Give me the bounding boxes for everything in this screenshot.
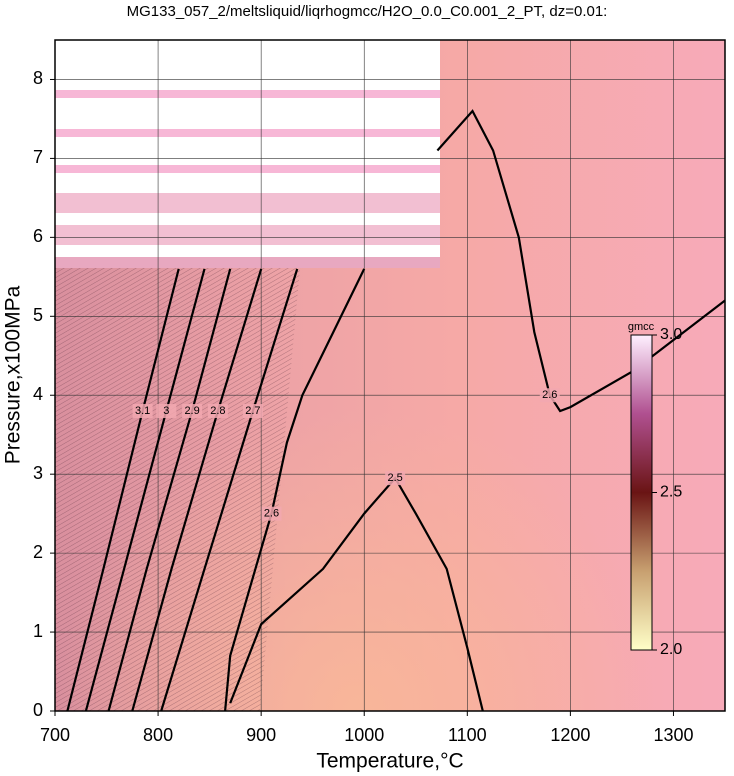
y-tick-label: 8 [33,68,43,88]
contour-label: 2.6 [542,389,557,401]
contour-label-bg [242,404,263,419]
contour-label: 2.8 [210,405,225,417]
contour-line [131,268,263,712]
colorbar-label: gmcc [628,321,655,333]
x-tick-label: 700 [40,725,70,745]
contour-label-bg [539,388,560,403]
contour-line [224,268,366,712]
plot-area: 2.6 2.6 2.5 2.7 2.8 2.9 3 3.1 [54,40,726,712]
contour-label: 3.1 [135,405,150,417]
y-axis-label: Pressure,x100MPa [2,285,25,464]
frame [54,39,726,712]
contour-label-bg [182,404,203,419]
contour-line [107,268,232,712]
y-tick-label: 3 [33,463,43,483]
contour-label: 2.6 [264,508,279,520]
contour-label: 2.7 [245,405,260,417]
x-tick-label: 900 [246,725,276,745]
x-tick-label: 1100 [448,725,487,745]
contour-line [436,109,726,413]
colorbar-tick-label: 2.0 [660,641,682,658]
x-tick-label: 1000 [344,725,384,745]
contour-label-bg [207,404,228,419]
chart-title: MG133_057_2/meltsliquid/liqrhogmcc/H2O_0… [127,3,608,20]
x-tick-label: 1300 [653,725,693,745]
colorbar-tick-label: 2.5 [660,484,682,501]
colorbar [630,334,653,651]
y-tick-label: 2 [33,542,43,562]
y-tick-label: 7 [33,147,43,167]
contour-label-bg [261,506,282,521]
x-axis-label: Temperature,°C [316,750,463,773]
contour-label-bg [156,404,177,419]
contour-label: 2.5 [388,472,403,484]
blank-region [55,40,440,268]
contour-label: 3 [163,405,169,417]
y-tick-label: 4 [33,384,43,404]
contour-line [84,268,206,712]
y-tick-label: 6 [33,226,43,246]
x-tick-label: 1200 [550,725,590,745]
colorbar-tick-label: 3.0 [660,326,682,343]
y-tick-label: 1 [33,621,43,641]
y-tick-label: 0 [33,700,43,720]
dense-contours [55,268,300,711]
contour-label-bg [385,471,406,486]
y-tick-label: 5 [33,305,43,325]
contour-label: 2.9 [184,405,199,417]
contour-line [160,268,299,712]
contour-label-bg [132,404,153,419]
x-tick-label: 800 [143,725,173,745]
contour-line [66,268,180,712]
